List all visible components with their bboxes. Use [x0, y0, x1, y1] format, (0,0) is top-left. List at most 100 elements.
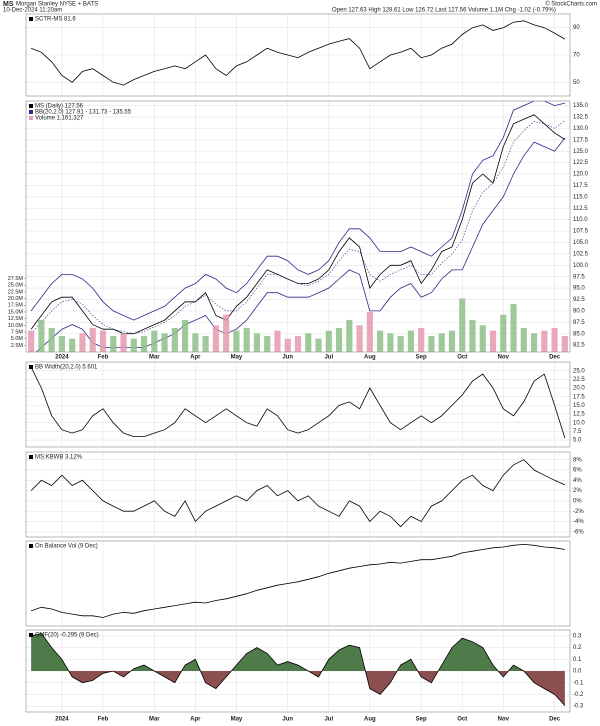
y-tick-label: 4%: [573, 478, 582, 484]
volume-bar: [120, 333, 127, 352]
series-line: [30, 459, 566, 528]
y-tick-label: 112.5: [573, 206, 588, 212]
plot: [30, 20, 566, 86]
y-tick-label: 130.0: [573, 126, 589, 132]
y-tick-label: 0.2: [573, 645, 582, 651]
y2-tick-label: 25.0M: [8, 283, 24, 289]
y-tick-label: 0.0: [573, 669, 582, 675]
y-tick-label: 0%: [573, 499, 582, 505]
volume-bar: [110, 335, 117, 352]
y-tick-label: 120.0: [573, 172, 589, 178]
volume-bar: [58, 335, 66, 352]
volume-bar: [448, 330, 456, 352]
date: 10-Dec-2024 11:20am: [3, 8, 62, 14]
y-tick-label: 105.0: [573, 240, 589, 246]
x-tick-label: Feb: [98, 717, 109, 723]
y2-tick-label: 20.0M: [8, 296, 24, 302]
volume-bar: [418, 327, 425, 352]
y-tick-label: 90: [573, 25, 580, 31]
x-tick-label: Oct: [457, 717, 467, 723]
y-tick-label: 0.3: [573, 633, 582, 639]
series-line: [31, 633, 566, 706]
volume-bar: [151, 330, 158, 352]
volume-bar: [223, 314, 230, 352]
panel-frame: [25, 540, 571, 627]
volume-bar: [284, 338, 291, 352]
volume-bar: [335, 327, 343, 352]
volume-bar: [489, 330, 497, 352]
x-tick-label: Aug: [364, 355, 376, 361]
series-line: [30, 543, 565, 618]
y-tick-label: 0.1: [573, 657, 582, 663]
plot: [30, 459, 566, 528]
volume-bar: [264, 335, 271, 352]
volume-bar: [212, 325, 219, 352]
y-tick-label: 2%: [573, 488, 582, 494]
y-tick-label: 7.5: [573, 429, 582, 435]
volume-bar: [233, 330, 240, 352]
volume-bar: [325, 330, 332, 352]
y2-tick-label: 10.0M: [8, 323, 24, 329]
x-tick-label: Aug: [364, 717, 376, 723]
legend-label: BB(20,2.0) 127.91 - 131.73 - 135.55: [35, 110, 132, 116]
plot: [28, 101, 568, 352]
y2-tick-label: 22.5M: [8, 289, 24, 295]
volume-bar: [38, 319, 45, 352]
volume-bar: [171, 327, 178, 352]
y2-tick-label: 2.5M: [11, 343, 24, 349]
volume-bar: [140, 335, 148, 352]
y2-tick-label: 12.5M: [8, 316, 24, 322]
y2-tick-label: 27.5M: [8, 276, 24, 282]
volume-bar: [28, 330, 35, 352]
volume-bar: [520, 327, 527, 352]
y-tick-label: 70: [573, 53, 580, 59]
y-tick-label: 92.5: [573, 297, 585, 303]
bollinger-middle: [30, 120, 566, 335]
x-tick-label: Dec: [549, 355, 561, 361]
y-tick-label: 10.0: [573, 420, 585, 426]
legend-label: MS (Daily) 127.56: [35, 104, 84, 110]
x-tick-label: Feb: [98, 355, 109, 361]
y-tick-label: 22.5: [573, 377, 585, 383]
volume-bar: [479, 325, 486, 352]
legend-label: CMF(20) -0.295 (9 Dec): [35, 633, 99, 639]
symbol: MS: [3, 1, 14, 8]
volume-bar: [397, 335, 404, 352]
y2-tick-label: 7.5M: [11, 329, 24, 335]
y-tick-label: 135.0: [573, 103, 589, 109]
y-tick-label: 20.0: [573, 386, 585, 392]
company-name: Morgan Stanley NYSE + BATS: [16, 2, 98, 8]
legend-label: Volume 1,161,327: [35, 116, 84, 122]
volume-bar: [79, 333, 86, 352]
volume-bar: [541, 330, 548, 352]
y-tick-label: -0.3: [573, 704, 584, 710]
plot: [31, 633, 566, 706]
y2-tick-label: 5.0M: [11, 336, 24, 342]
y-tick-label: 127.5: [573, 137, 589, 143]
legend-swatch: [29, 104, 33, 108]
x-tick-label: Jun: [282, 717, 293, 723]
volume-bar: [192, 333, 199, 352]
legend-swatch: [29, 110, 33, 114]
y-tick-label: 12.5: [573, 412, 585, 418]
x-tick-label: May: [231, 355, 243, 361]
y-tick-label: 82.5: [573, 343, 585, 349]
x-tick-label: Nov: [498, 355, 510, 361]
volume-bar: [274, 330, 281, 352]
y-tick-label: 100.0: [573, 263, 589, 269]
volume-bar: [243, 327, 250, 352]
volume-bar: [459, 298, 466, 352]
legend-swatch: [29, 116, 33, 120]
legend-label: BB Width(20,2.0) 5.601: [35, 365, 98, 371]
legend-swatch: [29, 544, 33, 548]
volume-bar: [182, 319, 189, 352]
y-tick-label: 15.0: [573, 403, 585, 409]
volume-bar: [130, 338, 137, 352]
volume-bar: [346, 319, 353, 352]
volume-bar: [407, 330, 414, 352]
panel-frame: [25, 629, 571, 713]
legend-swatch: [29, 365, 33, 369]
y-tick-label: -4%: [573, 519, 584, 525]
volume-bar: [469, 319, 476, 352]
